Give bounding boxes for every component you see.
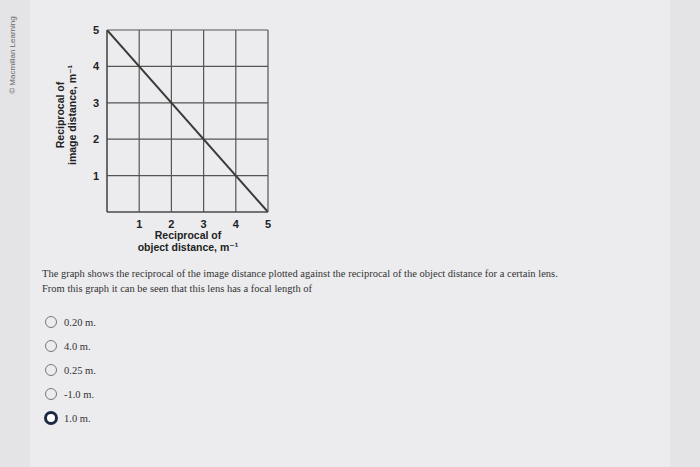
html-text:Reciprocal of: Reciprocal of xyxy=(154,229,222,241)
html-text:4.0 m.: 4.0 m. xyxy=(64,340,91,352)
html-text:0.25 m.: 0.25 m. xyxy=(64,364,96,376)
svg-text:2: 2 xyxy=(93,133,99,145)
svg-text:3: 3 xyxy=(201,218,207,230)
html-text:object distance, m⁻¹: object distance, m⁻¹ xyxy=(137,241,239,253)
html-text:Reciprocal of: Reciprocal of xyxy=(54,81,66,149)
svg-text:3: 3 xyxy=(93,97,99,109)
html-text:1.0 m.: 1.0 m. xyxy=(64,412,91,424)
html-text:-1.0 m.: -1.0 m. xyxy=(64,388,94,400)
svg-text:5: 5 xyxy=(93,24,99,36)
html-text:image distance, m⁻¹: image distance, m⁻¹ xyxy=(66,65,78,165)
html-text:0.20 m.: 0.20 m. xyxy=(64,316,96,328)
svg-text:4: 4 xyxy=(93,60,100,72)
html-text:© Macmillan Learning: © Macmillan Learning xyxy=(7,16,17,94)
svg-text:5: 5 xyxy=(265,218,271,230)
svg-text:4: 4 xyxy=(233,218,240,230)
svg-text:1: 1 xyxy=(93,170,99,182)
html-text:From this graph it can be seen: From this graph it can be seen that this… xyxy=(42,283,312,294)
html-text:The graph shows the reciprocal: The graph shows the reciprocal of the im… xyxy=(42,268,558,279)
svg-text:2: 2 xyxy=(168,218,174,230)
svg-text:1: 1 xyxy=(136,218,142,230)
